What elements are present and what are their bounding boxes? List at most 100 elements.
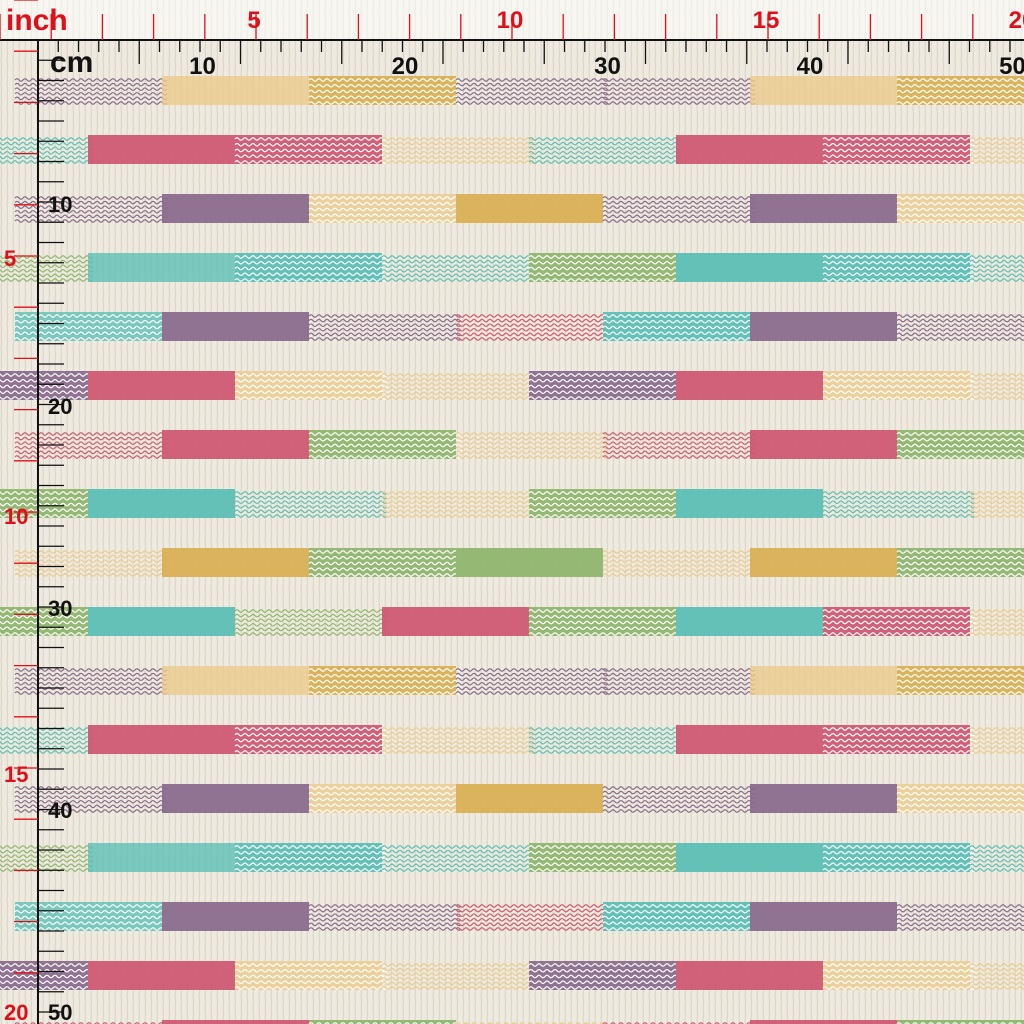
stripe-block	[676, 253, 823, 282]
cm-label: 50	[48, 1000, 72, 1024]
wave-line	[528, 868, 682, 872]
wave-line	[602, 909, 756, 914]
wave-line	[234, 390, 388, 395]
stripe-segment	[822, 725, 976, 754]
wave-line	[602, 573, 756, 577]
stripe-segment	[382, 607, 529, 636]
wave-line	[455, 436, 609, 441]
stripe-segment	[456, 548, 603, 577]
wave-line	[381, 396, 535, 400]
wave-line	[455, 445, 609, 450]
wave-line	[0, 968, 94, 973]
wave-line	[308, 691, 462, 695]
wave-line	[0, 849, 94, 854]
wave-line	[381, 972, 535, 977]
wave-line	[455, 455, 609, 459]
wave-line	[0, 268, 94, 273]
wave-line	[528, 609, 682, 613]
wave-line	[455, 681, 609, 686]
wave-line	[234, 750, 388, 754]
wave-line	[602, 445, 756, 450]
wave-line	[0, 620, 94, 625]
stripe-segment	[162, 548, 309, 577]
wave-line	[455, 96, 609, 101]
wave-line	[308, 443, 462, 448]
wave-line	[234, 868, 388, 872]
wave-line	[14, 1022, 167, 1024]
stripe-segment	[676, 961, 823, 990]
wave-line	[528, 514, 682, 518]
stripe-segment	[750, 784, 897, 813]
stripe-segment	[455, 668, 609, 695]
wave-line	[14, 677, 168, 682]
wave-line	[822, 491, 976, 495]
inch-label: 20	[4, 1000, 28, 1024]
wave-line	[234, 384, 388, 389]
wave-line	[528, 963, 682, 967]
wave-line	[822, 986, 976, 990]
wave-line	[969, 150, 1024, 155]
wave-line	[455, 432, 609, 436]
stripe-segment	[822, 961, 976, 990]
wave-line	[822, 272, 976, 277]
stripe-segment	[234, 253, 388, 282]
wave-line	[14, 314, 168, 318]
stripe-block	[676, 371, 823, 400]
wave-line	[0, 155, 94, 160]
wave-line	[308, 83, 462, 88]
wave-line	[234, 732, 388, 737]
wave-line	[455, 672, 609, 677]
wave-line	[822, 137, 976, 141]
wave-line	[0, 141, 94, 146]
wave-line	[969, 976, 1024, 981]
wave-line	[822, 856, 976, 861]
wave-line	[0, 963, 94, 967]
wave-line	[528, 146, 682, 151]
stripe-segment	[750, 194, 897, 223]
wave-line	[602, 672, 756, 677]
wave-line	[602, 87, 756, 92]
wave-line	[381, 150, 535, 155]
wave-line	[455, 78, 609, 82]
cm-label: 40	[797, 53, 824, 80]
inch-label: 5	[4, 246, 16, 271]
wave-line	[969, 845, 1024, 849]
wave-line	[528, 384, 682, 389]
wave-line	[14, 319, 168, 324]
wave-line	[381, 500, 535, 505]
stripe-segment	[381, 963, 535, 990]
wave-line	[969, 740, 1024, 745]
wave-line	[969, 745, 1024, 750]
wave-line	[381, 391, 535, 396]
stripe-segment	[528, 961, 682, 990]
wave-line	[602, 668, 756, 672]
stripe-segment	[88, 371, 235, 400]
stripe-block	[750, 1020, 897, 1024]
wave-line	[455, 668, 609, 672]
wave-line	[14, 196, 168, 200]
stripe-segment	[381, 137, 535, 164]
wave-line	[0, 384, 94, 389]
wave-line	[602, 804, 756, 809]
wave-line	[822, 509, 976, 514]
wave-line	[969, 495, 1024, 500]
wave-line	[308, 207, 462, 212]
stripe-segment	[676, 253, 823, 282]
stripe-segment	[88, 843, 235, 872]
wave-line	[602, 795, 756, 800]
wave-line	[0, 731, 94, 736]
cm-label: 30	[594, 53, 621, 80]
wave-line	[528, 850, 682, 855]
wave-line	[234, 500, 388, 505]
wave-line	[234, 160, 388, 164]
wave-line	[822, 868, 976, 872]
wave-line	[528, 845, 682, 849]
wave-line	[234, 850, 388, 855]
wave-line	[381, 854, 535, 859]
wave-line	[822, 974, 976, 979]
wave-line	[234, 727, 388, 731]
stripe-block	[162, 312, 309, 341]
cm-label: 20	[392, 53, 419, 80]
wave-line	[0, 854, 94, 859]
